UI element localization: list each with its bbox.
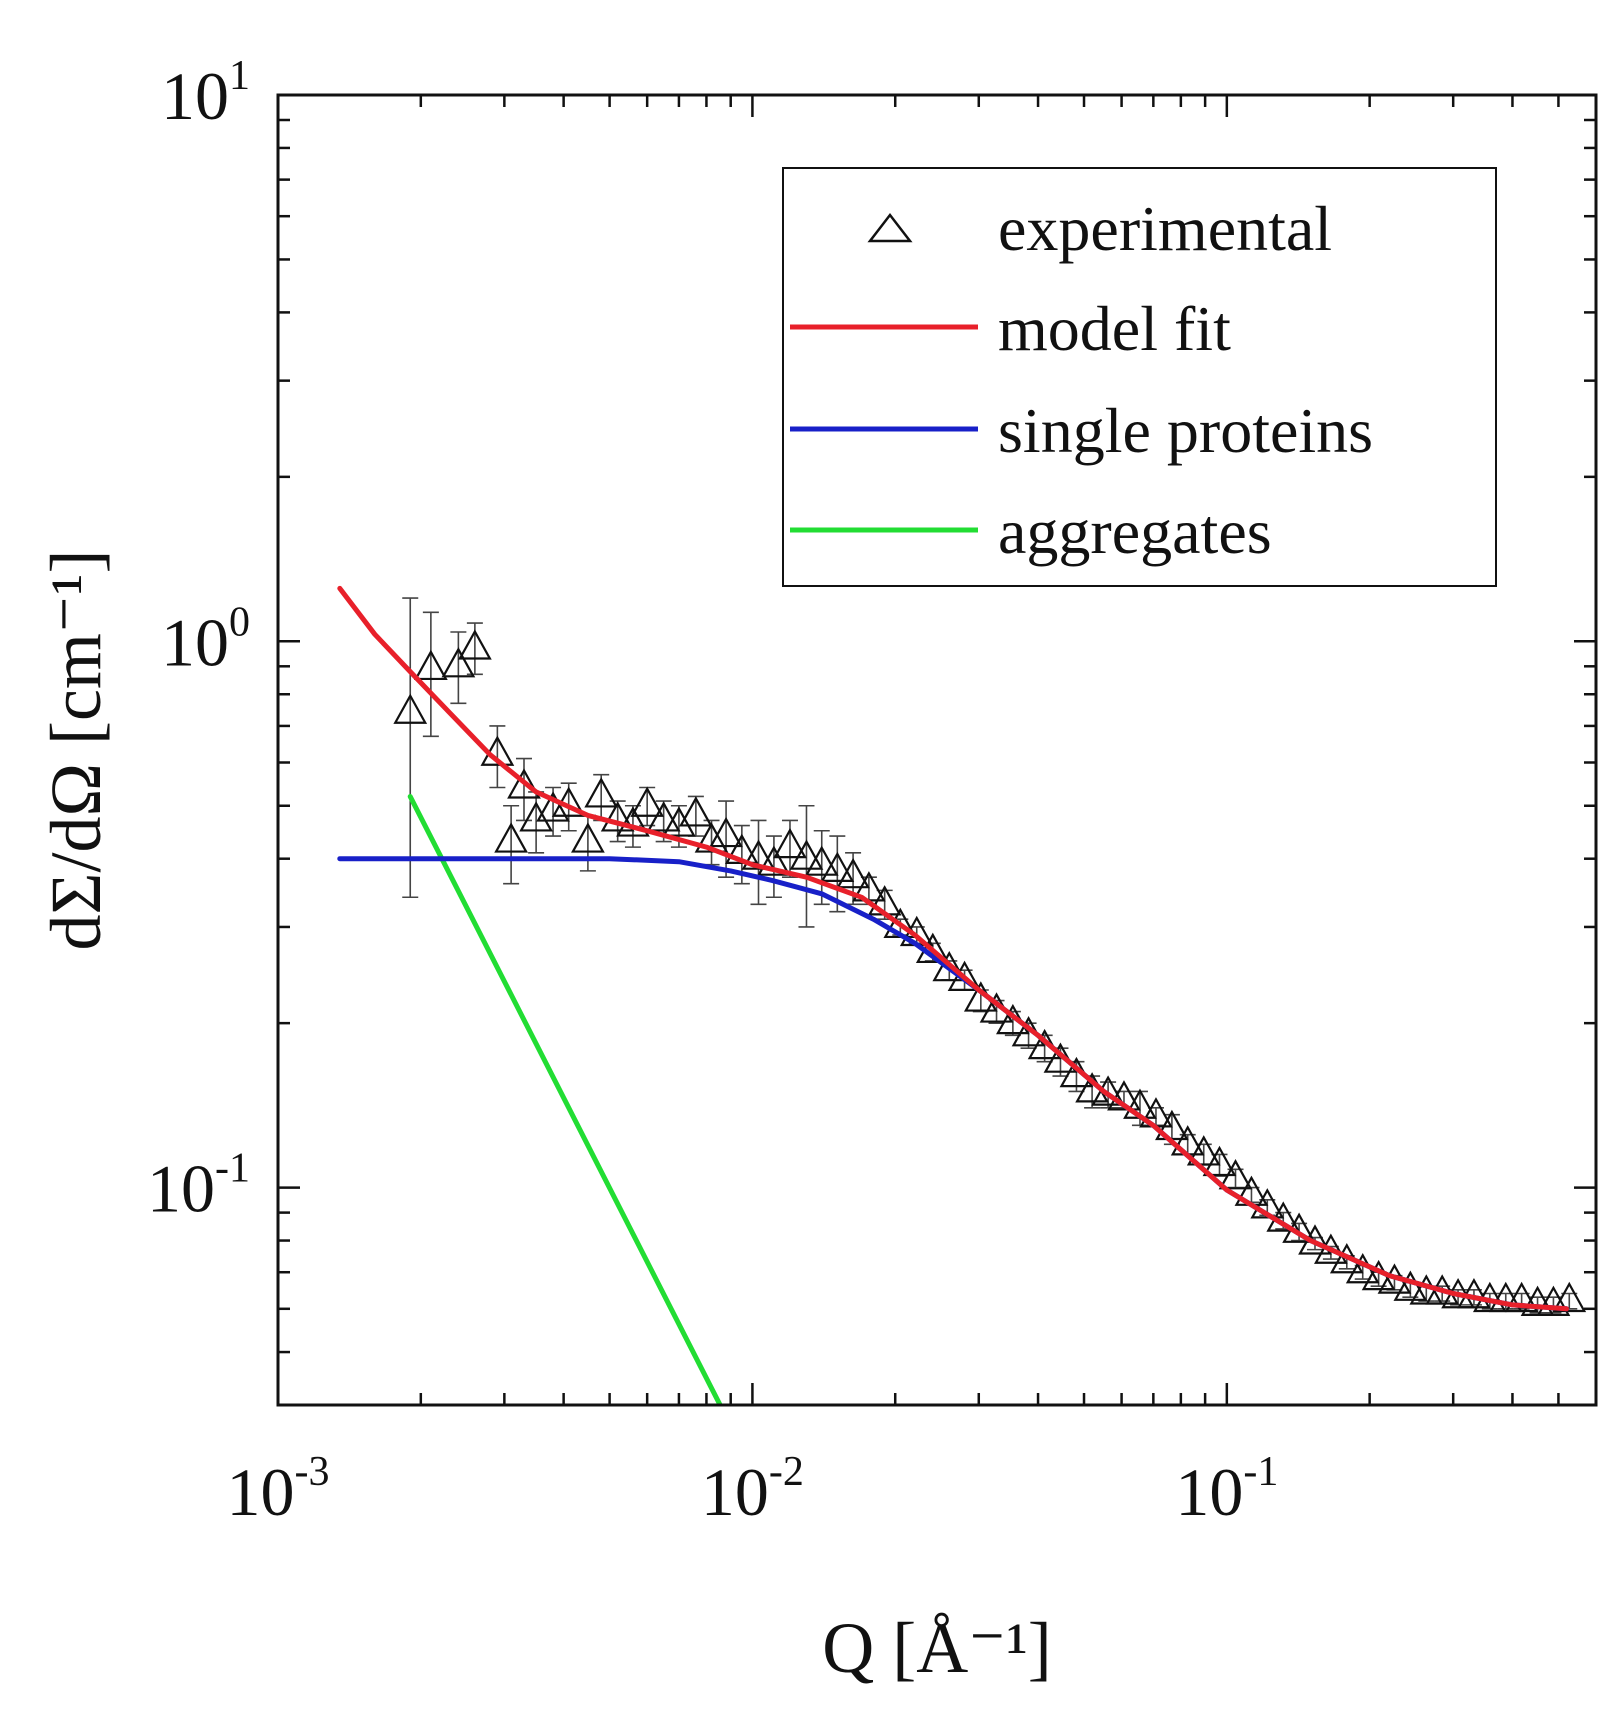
data-point-triangle	[662, 806, 696, 837]
y-axis-title: dΣ/dΩ [cm⁻¹]	[36, 550, 116, 951]
data-point-triangle	[932, 950, 967, 982]
data-point-triangle	[836, 857, 870, 889]
data-point-triangle	[536, 791, 570, 822]
y-tick-label: 101	[161, 53, 250, 134]
plot-layer	[337, 585, 1587, 1405]
labels-layer: 10-3 10-2 10-1 10-1 100 101	[147, 53, 1278, 1530]
series-line-aggregates	[407, 794, 723, 1405]
data-point-triangle	[1552, 1281, 1587, 1313]
data-point-triangle	[741, 839, 776, 870]
data-point-triangle	[571, 822, 605, 853]
plot-frame	[276, 93, 1598, 1407]
x-axis-title: Q [Å⁻¹]	[822, 1608, 1052, 1688]
data-point-triangle	[1250, 1188, 1285, 1219]
data-point-triangle	[600, 801, 635, 832]
y-tick-label: 100	[161, 599, 250, 680]
ticks-layer	[276, 93, 1598, 1407]
data-point-triangle	[1202, 1145, 1237, 1177]
series-line-model-fit	[337, 585, 1569, 1312]
data-point-triangle	[1107, 1080, 1141, 1111]
legend-label-single-proteins: single proteins	[998, 395, 1373, 466]
data-point-triangle	[1504, 1281, 1539, 1313]
data-point-triangle	[773, 827, 807, 859]
legend-box	[782, 167, 1497, 587]
data-point-triangle	[413, 649, 448, 681]
data-point-triangle	[820, 851, 855, 882]
data-point-triangle	[584, 777, 619, 808]
x-tick-label: 10-2	[701, 1449, 804, 1530]
data-point-triangle	[458, 629, 492, 660]
data-point-triangle	[757, 845, 791, 876]
data-point-triangle	[789, 839, 824, 870]
data-point-triangle	[519, 801, 553, 832]
legend-triangle-icon	[867, 212, 913, 243]
data-point-triangle	[616, 806, 650, 837]
data-point-triangle	[679, 796, 713, 827]
data-point-triangle	[393, 693, 428, 724]
legend-label-model-fit: model fit	[998, 293, 1231, 364]
data-point-triangle	[1218, 1159, 1253, 1190]
data-point-triangle	[646, 801, 681, 832]
data-point-triangle	[804, 845, 839, 876]
legend: experimental model fit single proteins a…	[782, 167, 1497, 587]
data-point-triangle	[630, 786, 665, 817]
x-tick-label: 10-1	[1175, 1449, 1278, 1530]
data-point-triangle	[1186, 1135, 1221, 1166]
data-point-triangle	[494, 822, 528, 853]
x-tick-label: 10-3	[227, 1449, 330, 1530]
y-tick-label: 10-1	[147, 1146, 250, 1227]
data-point-triangle	[709, 816, 743, 848]
data-point-triangle	[507, 768, 541, 799]
data-point-triangle	[1314, 1233, 1348, 1264]
legend-label-aggregates: aggregates	[998, 496, 1272, 567]
data-point-triangle	[1393, 1270, 1428, 1301]
data-point-triangle	[441, 647, 476, 678]
legend-label-experimental: experimental	[998, 193, 1332, 264]
data-point-triangle	[1536, 1285, 1571, 1316]
